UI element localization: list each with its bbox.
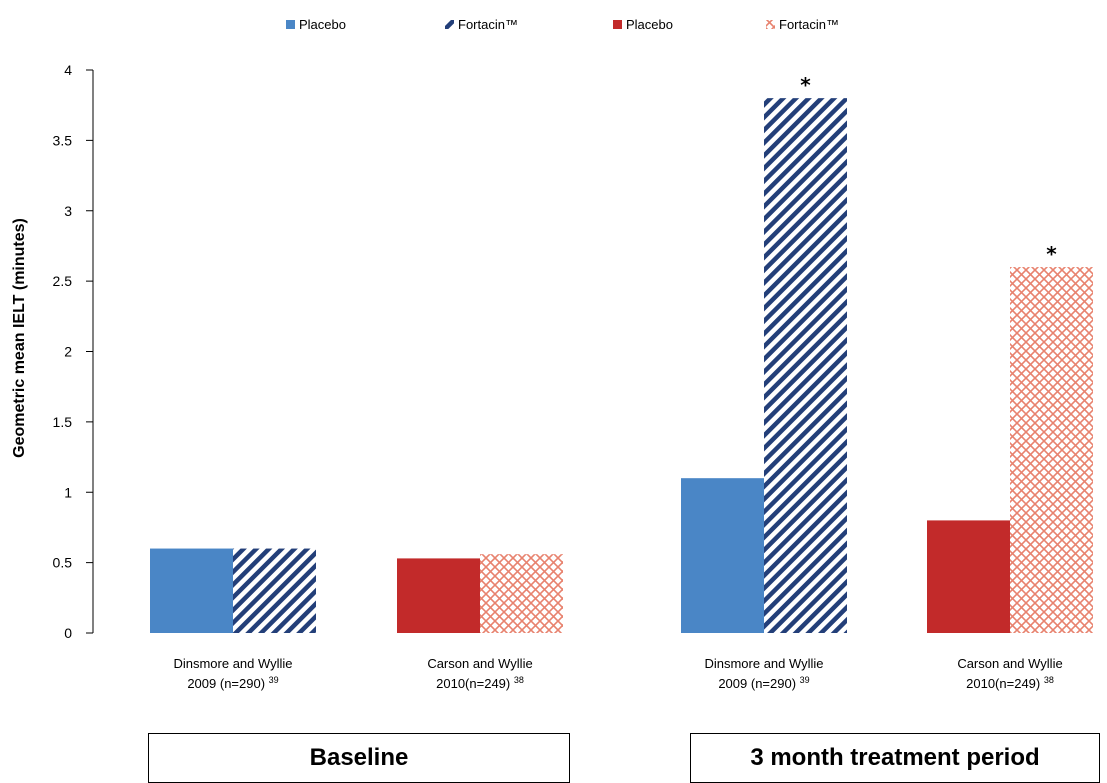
reference-superscript: 38	[1044, 675, 1054, 685]
bar-placebo	[397, 558, 480, 633]
significance-marker: *	[800, 73, 811, 97]
legend-label: Placebo	[299, 17, 346, 32]
category-label-line1: Dinsmore and Wyllie	[173, 656, 292, 671]
y-tick-label: 1.5	[53, 414, 73, 430]
category-label-line1: Carson and Wyllie	[957, 656, 1062, 671]
legend-swatch	[286, 20, 295, 29]
bar-fortacin	[233, 548, 316, 633]
category-label-line2: 2009 (n=290) 39	[718, 675, 809, 691]
category-label-line1: Carson and Wyllie	[427, 656, 532, 671]
legend-label: Fortacin™	[458, 17, 518, 32]
category-label-line2: 2009 (n=290) 39	[187, 675, 278, 691]
bar-placebo	[681, 478, 764, 633]
y-tick-label: 4	[64, 62, 72, 78]
bar-placebo	[150, 548, 233, 633]
y-tick-label: 2	[64, 344, 72, 360]
legend-swatch	[766, 20, 775, 29]
category-label-line2: 2010(n=249) 38	[436, 675, 524, 691]
category-labels: Dinsmore and Wyllie 2009 (n=290) 39 Carson…	[173, 656, 1062, 691]
significance-marker: *	[1046, 242, 1057, 266]
reference-superscript: 39	[269, 675, 279, 685]
period-label-treatment: 3 month treatment period	[690, 733, 1100, 783]
bar-fortacin	[480, 554, 563, 633]
category-label-line2: 2010(n=249) 38	[966, 675, 1054, 691]
reference-superscript: 39	[800, 675, 810, 685]
y-tick-label: 3.5	[53, 132, 73, 148]
bar-placebo	[927, 520, 1010, 633]
reference-superscript: 38	[514, 675, 524, 685]
y-tick-label: 0	[64, 625, 72, 641]
legend-label: Placebo	[626, 17, 673, 32]
bars: **	[150, 73, 1093, 633]
category-label-line1: Dinsmore and Wyllie	[704, 656, 823, 671]
y-tick-label: 1	[64, 484, 72, 500]
legend-swatch	[613, 20, 622, 29]
legend-label: Fortacin™	[779, 17, 839, 32]
y-tick-label: 2.5	[53, 273, 73, 289]
y-axis: 0 0.5 1 1.5 2 2.5 3 3.5 4	[53, 62, 94, 641]
y-axis-label: Geometric mean IELT (minutes)	[11, 218, 28, 458]
period-label-baseline: Baseline	[148, 733, 570, 783]
y-tick-label: 0.5	[53, 555, 73, 571]
bar-fortacin	[1010, 267, 1093, 633]
bar-fortacin	[764, 98, 847, 633]
legend: Placebo Fortacin™ Placebo Fortacin™	[286, 17, 839, 32]
legend-swatch	[445, 20, 454, 29]
y-tick-label: 3	[64, 203, 72, 219]
